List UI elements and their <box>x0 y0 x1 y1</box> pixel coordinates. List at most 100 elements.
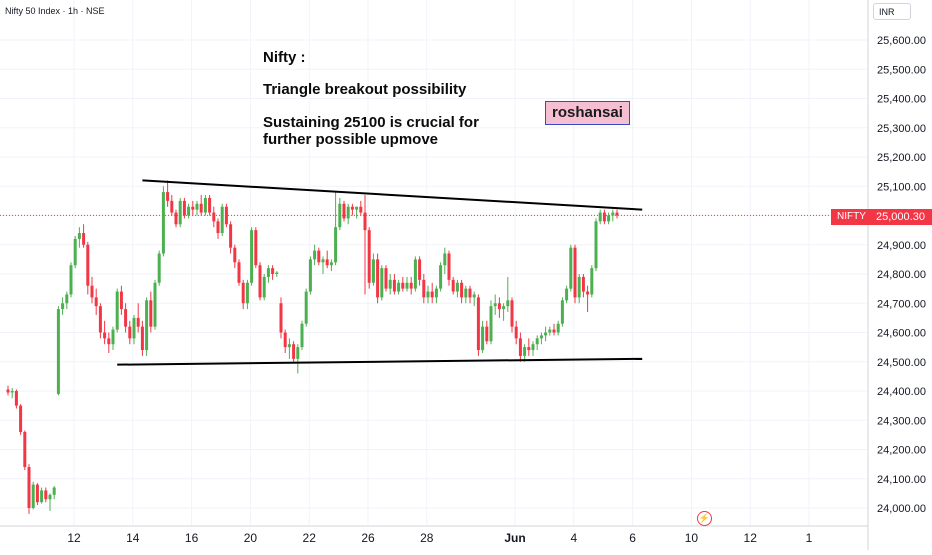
candle-body <box>598 212 602 222</box>
price-tick-label: 24,800.00 <box>877 269 926 281</box>
price-tick-label: 24,600.00 <box>877 328 926 340</box>
candle-body <box>506 300 510 307</box>
candle-body <box>426 291 430 298</box>
candle-body <box>493 303 497 307</box>
candle-body <box>304 291 308 324</box>
candle-body <box>245 282 249 304</box>
candle-body <box>371 259 375 283</box>
candle-body <box>388 279 392 289</box>
candle-body <box>187 206 191 216</box>
candle-body <box>224 206 228 225</box>
candle-body <box>170 200 174 213</box>
candle-body <box>573 247 577 298</box>
candle-body <box>586 291 590 295</box>
candle-body <box>275 272 279 274</box>
candle-body <box>392 279 396 292</box>
candle-body <box>6 389 10 393</box>
candle-body <box>464 288 468 298</box>
price-tick-label: 24,200.00 <box>877 445 926 457</box>
candle-body <box>342 203 346 219</box>
candle-body <box>149 300 153 327</box>
candle-body <box>128 326 132 339</box>
candle-body <box>241 282 245 304</box>
time-tick-label: 14 <box>126 531 140 545</box>
time-tick-label: 20 <box>244 531 258 545</box>
candle-body <box>577 276 581 298</box>
price-tick-label: 25,500.00 <box>877 64 926 76</box>
candle-body <box>48 494 52 500</box>
symbol-label: Nifty 50 Index · 1h · NSE <box>5 6 105 16</box>
candle-body <box>258 265 262 298</box>
candle-body <box>523 347 527 356</box>
price-tick-label: 24,000.00 <box>877 503 926 515</box>
candle-body <box>300 323 304 348</box>
candle-body <box>607 215 611 222</box>
time-tick-label: Jun <box>504 531 525 545</box>
time-tick-label: 10 <box>685 531 699 545</box>
last-price-label: 25,000.30 <box>872 209 932 225</box>
candle-body <box>216 221 220 234</box>
candle-body <box>153 282 157 327</box>
candle-body <box>237 262 241 283</box>
candle-body <box>65 294 69 304</box>
candle-body <box>422 279 426 298</box>
candle-body <box>518 338 522 356</box>
candle-body <box>262 276 266 298</box>
candle-body <box>510 300 514 327</box>
candle-body <box>61 303 65 310</box>
candle-body <box>384 268 388 289</box>
candle-body <box>447 253 451 280</box>
note-title: Nifty : <box>263 49 306 66</box>
candles[interactable] <box>6 180 619 514</box>
candle-body <box>254 230 258 266</box>
candle-body <box>590 268 594 295</box>
candle-body <box>279 303 283 333</box>
candle-body <box>602 212 606 222</box>
candle-body <box>397 282 401 292</box>
candle-body <box>443 253 447 266</box>
candle-body <box>229 224 233 248</box>
candle-body <box>548 329 552 333</box>
candle-body <box>514 326 518 339</box>
candle-body <box>98 306 102 333</box>
currency-button[interactable]: INR <box>873 3 911 20</box>
lightning-icon[interactable]: ⚡ <box>697 511 712 526</box>
candle-body <box>313 250 317 260</box>
price-tick-label: 25,200.00 <box>877 152 926 164</box>
candle-body <box>119 291 123 310</box>
time-tick-label: 22 <box>303 531 317 545</box>
price-axis[interactable]: 24,000.00 24,100.00 24,200.00 24,300.00 24,4… <box>877 35 926 515</box>
candle-body <box>212 212 216 222</box>
price-tick-label: 25,100.00 <box>877 181 926 193</box>
candle-body <box>376 259 380 298</box>
time-tick-label: 1 <box>806 531 813 545</box>
price-tick-label: 24,100.00 <box>877 474 926 486</box>
candle-body <box>611 212 615 216</box>
candle-body <box>69 265 73 295</box>
candle-body <box>401 282 405 289</box>
candle-body <box>476 297 480 351</box>
candle-body <box>439 265 443 289</box>
candle-body <box>556 323 560 333</box>
candle-body <box>413 259 417 289</box>
candle-body <box>283 332 287 348</box>
candle-body <box>124 309 128 327</box>
candle-body <box>115 291 119 330</box>
candle-body <box>82 233 86 245</box>
trendlines[interactable] <box>117 179 643 366</box>
candle-body <box>182 200 186 216</box>
price-tick-label: 24,700.00 <box>877 298 926 310</box>
candle-body <box>56 309 60 394</box>
candle-body <box>27 467 31 508</box>
candle-body <box>502 306 506 310</box>
candle-body <box>94 297 98 307</box>
price-tick-label: 25,600.00 <box>877 35 926 47</box>
note-triangle: Triangle breakout possibility <box>263 81 467 98</box>
candle-body <box>485 326 489 342</box>
candle-body <box>355 206 359 210</box>
time-axis[interactable]: 12 14 16 20 22 26 28 Jun 4 6 10 12 1 <box>67 531 812 545</box>
candle-body <box>103 332 107 339</box>
candle-body <box>208 197 212 213</box>
